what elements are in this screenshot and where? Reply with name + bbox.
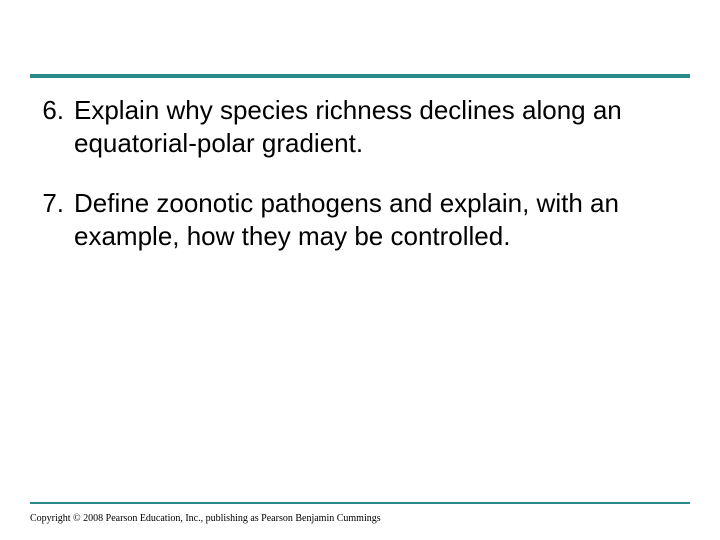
list-item-number: 6. (30, 94, 74, 159)
bottom-divider (30, 502, 690, 504)
copyright-text: Copyright © 2008 Pearson Education, Inc.… (30, 513, 381, 524)
list-item: 7. Define zoonotic pathogens and explain… (30, 187, 690, 252)
list-item: 6. Explain why species richness declines… (30, 94, 690, 159)
content-area: 6. Explain why species richness declines… (30, 94, 690, 280)
list-item-text: Define zoonotic pathogens and explain, w… (74, 187, 690, 252)
top-divider (30, 74, 690, 78)
list-item-text: Explain why species richness declines al… (74, 94, 690, 159)
list-item-number: 7. (30, 187, 74, 252)
